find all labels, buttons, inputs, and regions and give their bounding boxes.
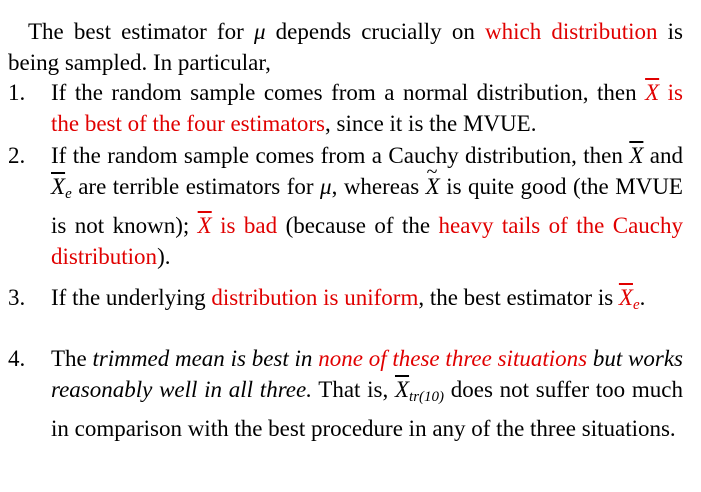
- list-item-2: 2. If the random sample comes from a Cau…: [8, 140, 683, 272]
- item-text: ).: [157, 244, 171, 269]
- highlight-text: is bad: [211, 213, 278, 238]
- list-item-4: 4. The trimmed mean is best in none of t…: [8, 343, 683, 444]
- highlight-text: which distribution: [485, 19, 658, 44]
- x-e-symbol: X: [618, 285, 633, 310]
- intro-text: The best estimator for: [28, 19, 254, 44]
- x-e-symbol: X: [51, 174, 66, 199]
- highlight-text: none of these three situations: [318, 346, 588, 371]
- item-text: are terrible estimators for: [71, 174, 321, 199]
- subscript: e: [65, 186, 72, 202]
- item-text: .: [639, 285, 646, 310]
- italic-text: but works reasonably well in all three.: [51, 346, 683, 402]
- list-item-1: 1. If the random sample comes from a nor…: [8, 77, 683, 139]
- item-text: (because of the: [277, 213, 439, 238]
- highlight-text: is the best of the four estimators: [51, 80, 683, 136]
- item-text: If the random sample comes from a Cauchy…: [51, 143, 630, 168]
- item-text: is quite good (the MVUE is not known);: [51, 174, 683, 238]
- item-text: If the underlying: [51, 285, 212, 310]
- italic-text: trimmed mean is best in: [92, 346, 319, 371]
- item-text: If the random sample comes from a normal…: [51, 80, 646, 105]
- x-bar-symbol: X: [197, 213, 212, 238]
- highlight-text: heavy tails of the Cauchy distribution: [51, 213, 684, 269]
- item-text: , since it is the MVUE.: [325, 111, 537, 136]
- intro-paragraph: The best estimator for μ depends crucial…: [8, 16, 683, 78]
- item-text: , whereas: [331, 174, 426, 199]
- item-text: does not suffer too much in comparison w…: [51, 377, 683, 441]
- x-tr-symbol: X: [394, 377, 410, 402]
- highlight-text: distribution is uniform: [211, 285, 419, 310]
- list-number: 1.: [8, 80, 26, 105]
- item-text: , the best estimator is: [418, 285, 619, 310]
- intro-text: is being sampled. In particular,: [8, 19, 684, 75]
- list-number: 4.: [8, 346, 26, 371]
- intro-text: depends crucially on: [265, 19, 486, 44]
- list-item-3: 3. If the underlying distribution is uni…: [8, 282, 683, 321]
- item-text: That is,: [311, 377, 395, 402]
- mu-symbol: μ: [320, 174, 332, 199]
- x-bar-symbol: X: [629, 143, 644, 168]
- mu-symbol: μ: [253, 19, 266, 44]
- subscript: tr(10): [409, 389, 445, 405]
- item-text: and: [643, 143, 683, 168]
- x-tilde-symbol: X: [426, 157, 440, 202]
- subscript: e: [632, 297, 640, 313]
- x-bar-symbol: X: [645, 80, 660, 105]
- item-text: The: [51, 346, 93, 371]
- list-number: 2.: [8, 143, 26, 168]
- list-number: 3.: [8, 285, 26, 310]
